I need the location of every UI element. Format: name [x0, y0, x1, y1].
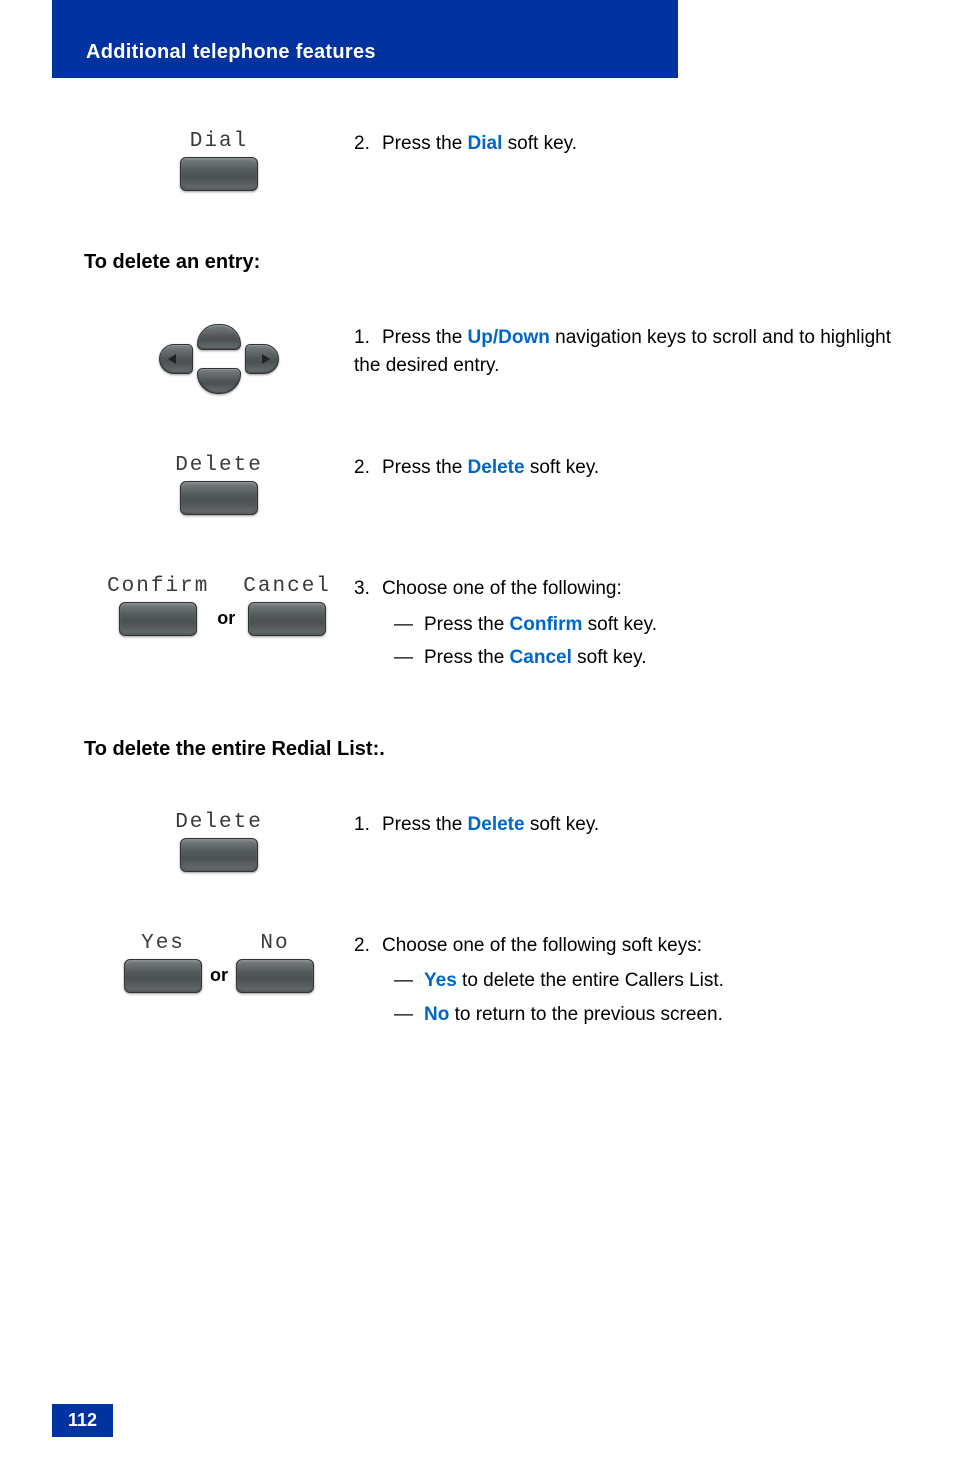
- keyword-updown: Up/Down: [468, 327, 550, 348]
- header-title: Additional telephone features: [86, 41, 376, 64]
- softkey-label-delete: Delete: [175, 811, 263, 834]
- softkey-label-confirm: Confirm: [107, 575, 209, 598]
- keyword-dial: Dial: [468, 133, 503, 154]
- dash-icon: —: [394, 644, 424, 672]
- sub-item-no: —No to return to the previous screen.: [394, 1001, 894, 1029]
- keyword-delete: Delete: [468, 814, 525, 835]
- section-heading-delete-entry: To delete an entry:: [84, 251, 894, 274]
- sub-item-confirm: —Press the Confirm soft key.: [394, 611, 894, 639]
- keyword-delete: Delete: [468, 457, 525, 478]
- softkey-no: No: [236, 932, 314, 993]
- step-number: 2.: [354, 932, 382, 960]
- text: Press the: [424, 614, 510, 635]
- step-number: 1.: [354, 324, 382, 352]
- softkey-label-cancel: Cancel: [243, 575, 331, 598]
- step-dial: Dial 2.Press the Dial soft key.: [84, 130, 894, 191]
- step-text-delete-1: 2.Press the Delete soft key.: [354, 454, 894, 482]
- text: Press the: [382, 814, 468, 835]
- softkey-button-icon: [236, 959, 314, 993]
- step-text-yes-no: 2.Choose one of the following soft keys:…: [354, 932, 894, 1035]
- softkey-label-dial: Dial: [190, 130, 248, 153]
- step-text-delete-2: 1.Press the Delete soft key.: [354, 811, 894, 839]
- key-area-confirm-cancel: Confirm or Cancel: [84, 575, 354, 636]
- or-label: or: [210, 939, 228, 986]
- sub-item-cancel: —Press the Cancel soft key.: [394, 644, 894, 672]
- softkey-button-icon: [180, 838, 258, 872]
- dash-icon: —: [394, 1001, 424, 1029]
- text: soft key.: [525, 457, 600, 478]
- nav-cluster-icon: [159, 324, 279, 394]
- step-yes-no: Yes or No 2.Choose one of the following …: [84, 932, 894, 1035]
- step-number: 3.: [354, 575, 382, 603]
- nav-up-icon: [197, 324, 241, 350]
- text: Press the: [382, 327, 468, 348]
- step-number: 2.: [354, 130, 382, 158]
- text: Press the: [424, 647, 510, 668]
- keyword-no: No: [424, 1004, 449, 1025]
- step-text-confirm-cancel: 3.Choose one of the following: —Press th…: [354, 575, 894, 678]
- text: soft key.: [502, 133, 577, 154]
- step-confirm-cancel: Confirm or Cancel 3.Choose one of the fo…: [84, 575, 894, 678]
- text: Choose one of the following:: [382, 578, 622, 599]
- step-text-dial: 2.Press the Dial soft key.: [354, 130, 894, 158]
- sub-item-yes: —Yes to delete the entire Callers List.: [394, 967, 894, 995]
- softkey-cancel: Cancel: [243, 575, 331, 636]
- key-area-delete-1: Delete: [84, 454, 354, 515]
- keyword-yes: Yes: [424, 970, 457, 991]
- page-content: Dial 2.Press the Dial soft key. To delet…: [84, 130, 894, 1094]
- step-number: 1.: [354, 811, 382, 839]
- text: Press the: [382, 457, 468, 478]
- softkey-confirm: Confirm: [107, 575, 209, 636]
- key-area-nav: [84, 324, 354, 394]
- text: soft key.: [582, 614, 657, 635]
- text: to return to the previous screen.: [449, 1004, 723, 1025]
- text: Press the: [382, 133, 468, 154]
- nav-down-icon: [197, 368, 241, 394]
- softkey-yes: Yes: [124, 932, 202, 993]
- key-area-dial: Dial: [84, 130, 354, 191]
- sub-list: —Yes to delete the entire Callers List. …: [394, 967, 894, 1028]
- step-delete-1: Delete 2.Press the Delete soft key.: [84, 454, 894, 515]
- sub-list: —Press the Confirm soft key. —Press the …: [394, 611, 894, 672]
- keyword-confirm: Confirm: [510, 614, 583, 635]
- keyword-cancel: Cancel: [510, 647, 572, 668]
- dash-icon: —: [394, 967, 424, 995]
- softkey-delete: Delete: [175, 454, 263, 515]
- softkey-button-icon: [119, 602, 197, 636]
- text: to delete the entire Callers List.: [457, 970, 724, 991]
- or-label: or: [217, 582, 235, 629]
- softkey-button-icon: [180, 481, 258, 515]
- text: soft key.: [525, 814, 600, 835]
- dash-icon: —: [394, 611, 424, 639]
- section-heading-delete-list: To delete the entire Redial List:.: [84, 738, 894, 761]
- softkey-button-icon: [124, 959, 202, 993]
- step-number: 2.: [354, 454, 382, 482]
- step-nav: 1.Press the Up/Down navigation keys to s…: [84, 324, 894, 394]
- step-text-nav: 1.Press the Up/Down navigation keys to s…: [354, 324, 894, 379]
- softkey-button-icon: [248, 602, 326, 636]
- softkey-delete: Delete: [175, 811, 263, 872]
- softkey-label-yes: Yes: [141, 932, 185, 955]
- softkey-label-no: No: [260, 932, 289, 955]
- text: Choose one of the following soft keys:: [382, 935, 702, 956]
- softkey-button-icon: [180, 157, 258, 191]
- softkey-label-delete: Delete: [175, 454, 263, 477]
- key-area-yes-no: Yes or No: [84, 932, 354, 993]
- nav-left-icon: [159, 344, 193, 374]
- text: soft key.: [572, 647, 647, 668]
- key-area-delete-2: Delete: [84, 811, 354, 872]
- nav-right-icon: [245, 344, 279, 374]
- page-number: 112: [52, 1404, 113, 1437]
- page-header: Additional telephone features: [52, 0, 678, 78]
- step-delete-2: Delete 1.Press the Delete soft key.: [84, 811, 894, 872]
- softkey-dial: Dial: [180, 130, 258, 191]
